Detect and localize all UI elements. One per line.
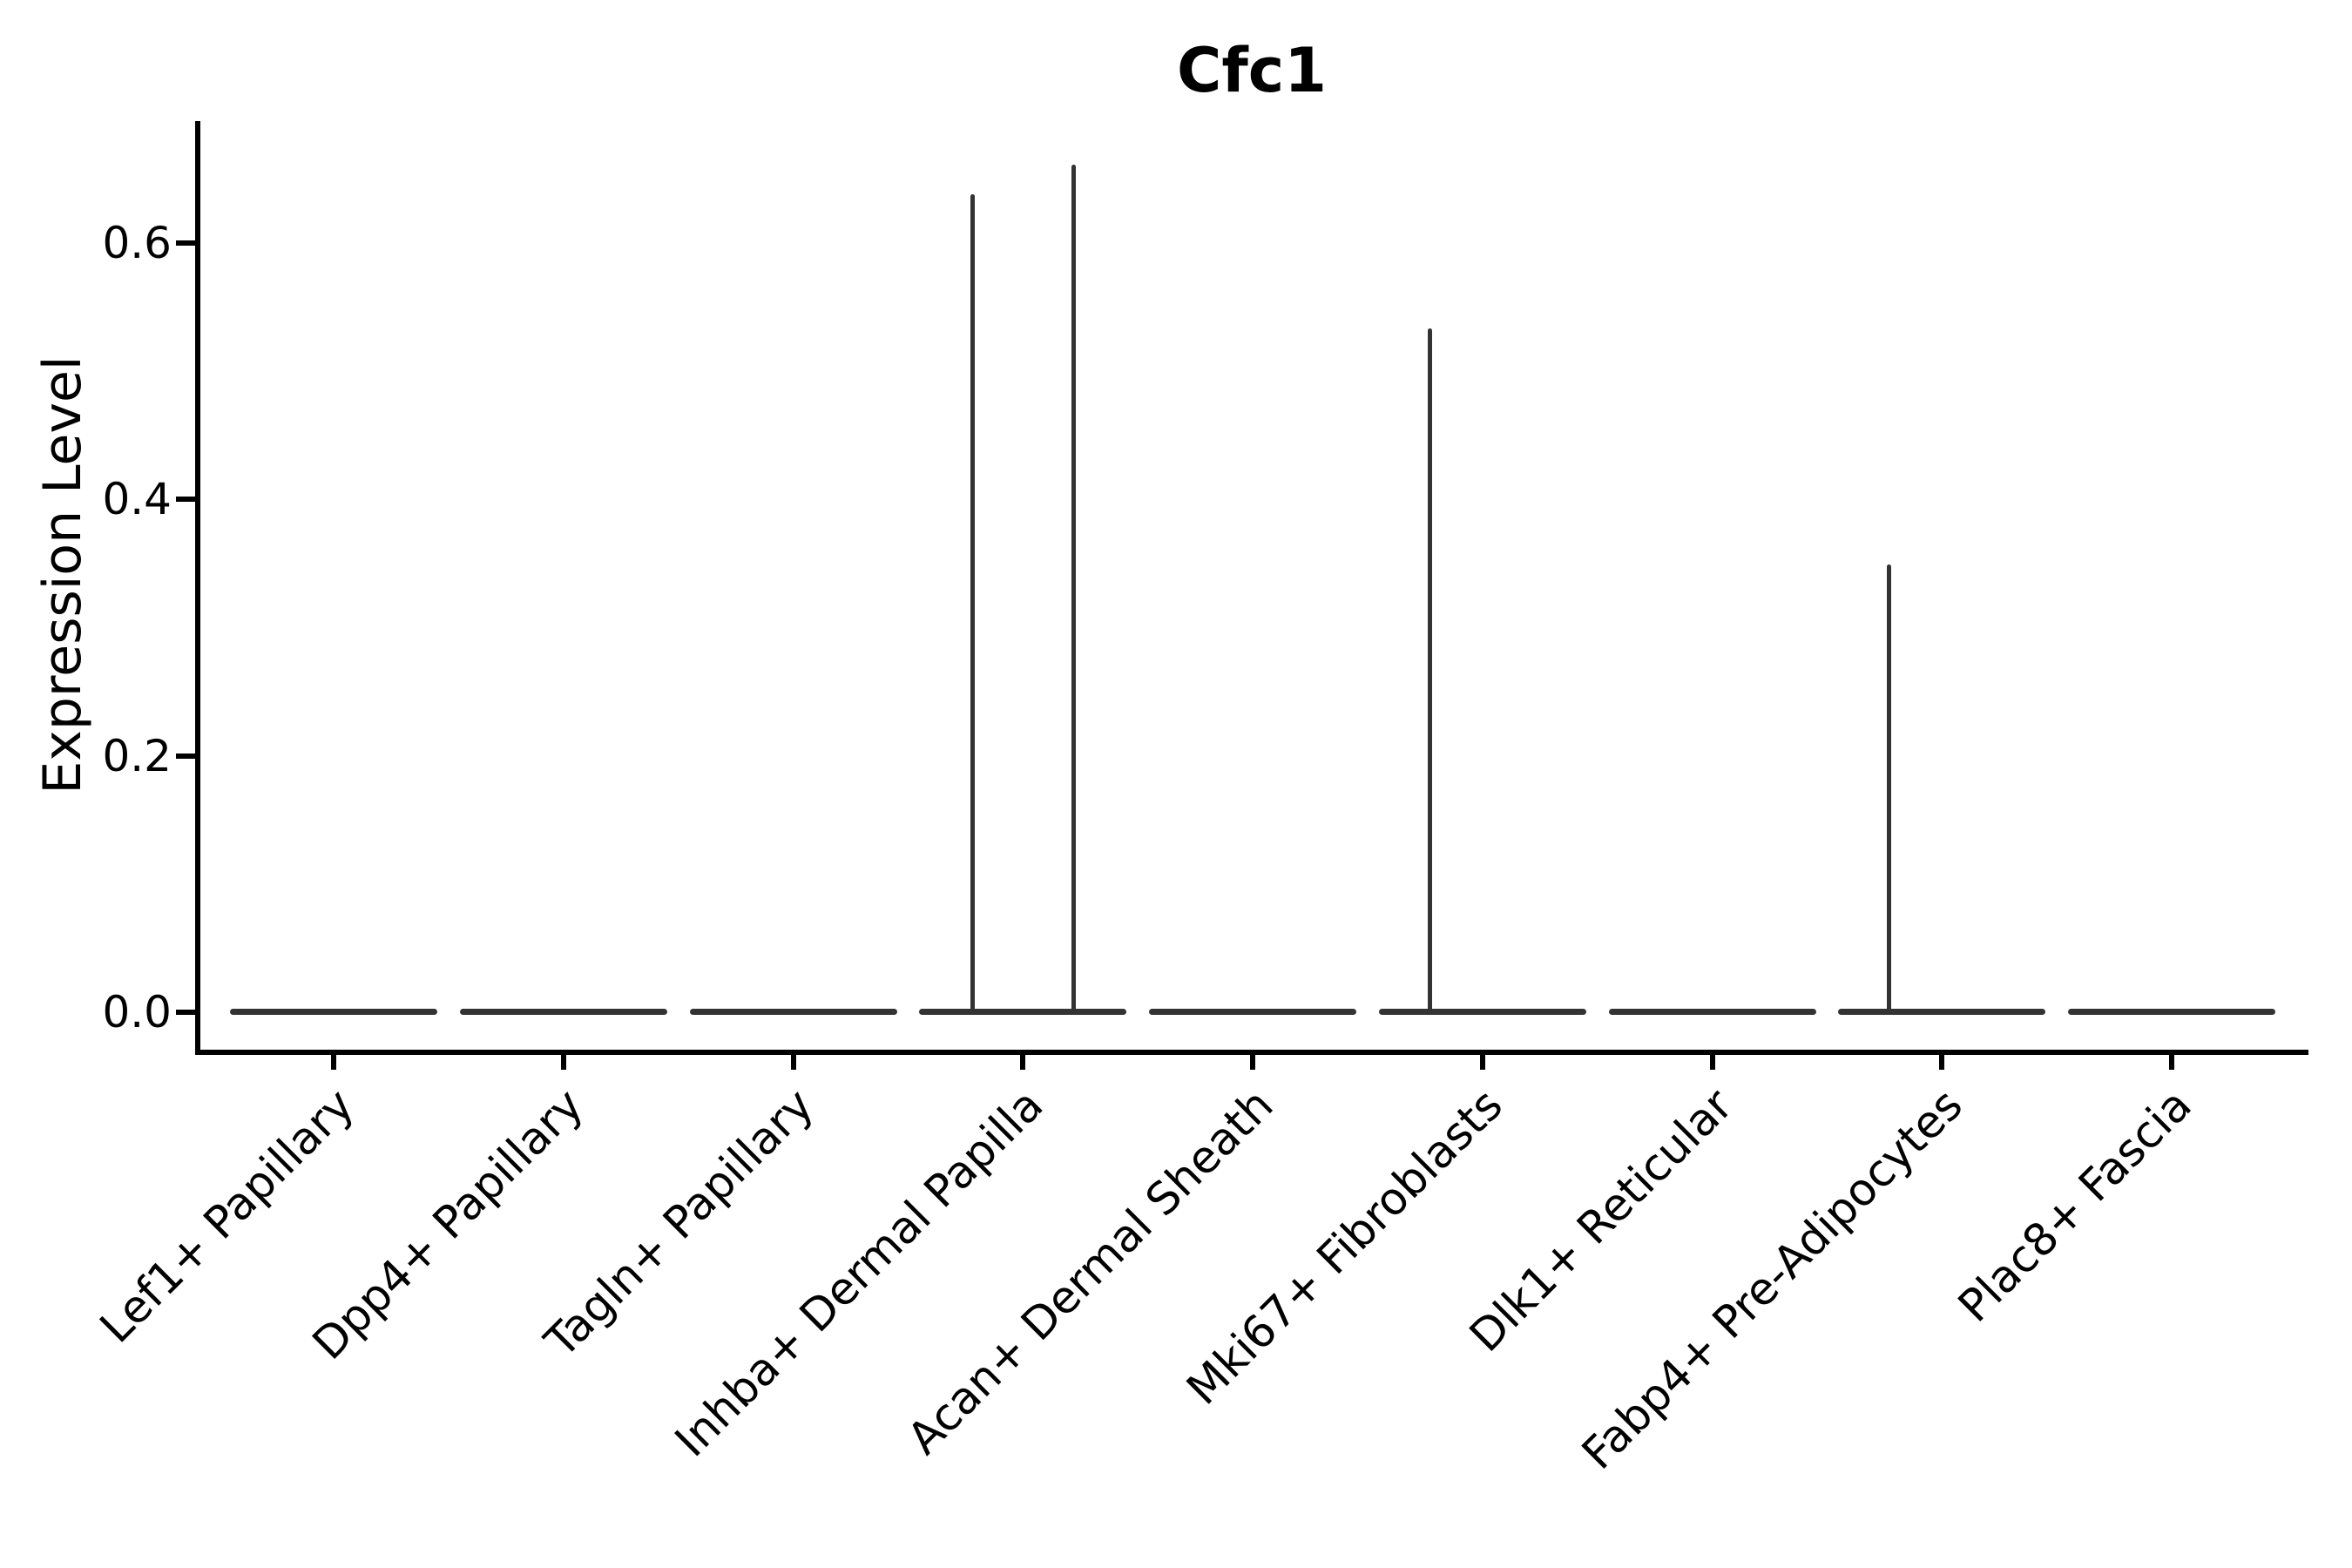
x-tick-mark	[1250, 1055, 1255, 1070]
y-tick-label: 0.6	[102, 217, 172, 268]
violin-spike	[1071, 165, 1076, 1012]
violin-spike	[1887, 564, 1892, 1012]
x-tick-mark	[1020, 1055, 1026, 1070]
y-tick-label: 0.2	[102, 730, 172, 781]
y-tick-mark	[176, 1010, 195, 1015]
x-tick-mark	[331, 1055, 336, 1070]
violin-base	[1608, 1009, 1816, 1015]
x-tick-label: Inhba+ Dermal Papilla	[666, 1079, 1054, 1468]
violin-base	[919, 1009, 1127, 1015]
x-tick-mark	[1709, 1055, 1715, 1070]
y-axis-title: Expression Level	[32, 355, 93, 794]
x-tick-mark	[560, 1055, 566, 1070]
violin-base	[1378, 1009, 1586, 1015]
x-axis-spine	[195, 1050, 2308, 1055]
violin-base	[689, 1009, 897, 1015]
y-tick-label: 0.0	[102, 987, 172, 1037]
violin-base	[459, 1009, 667, 1015]
y-tick-label: 0.4	[102, 474, 172, 525]
violin-base	[2068, 1009, 2275, 1015]
x-tick-label: Plac8+ Fascia	[1949, 1079, 2203, 1333]
violin-base	[1149, 1009, 1356, 1015]
x-tick-label: Fabp4+ Pre-Adipocytes	[1571, 1079, 1973, 1480]
violin-spike	[970, 193, 975, 1012]
violin-spike	[1427, 328, 1432, 1012]
x-tick-mark	[790, 1055, 796, 1070]
y-tick-mark	[176, 240, 195, 246]
x-tick-mark	[2169, 1055, 2174, 1070]
violin-base	[230, 1009, 437, 1015]
x-tick-mark	[1479, 1055, 1485, 1070]
x-tick-mark	[1939, 1055, 1945, 1070]
y-axis-spine	[195, 121, 200, 1055]
violin-base	[1838, 1009, 2046, 1015]
y-tick-mark	[176, 497, 195, 503]
plot-title: Cfc1	[1176, 35, 1328, 106]
y-tick-mark	[176, 753, 195, 759]
x-tick-label: Acan+ Dermal Sheath	[897, 1079, 1284, 1465]
